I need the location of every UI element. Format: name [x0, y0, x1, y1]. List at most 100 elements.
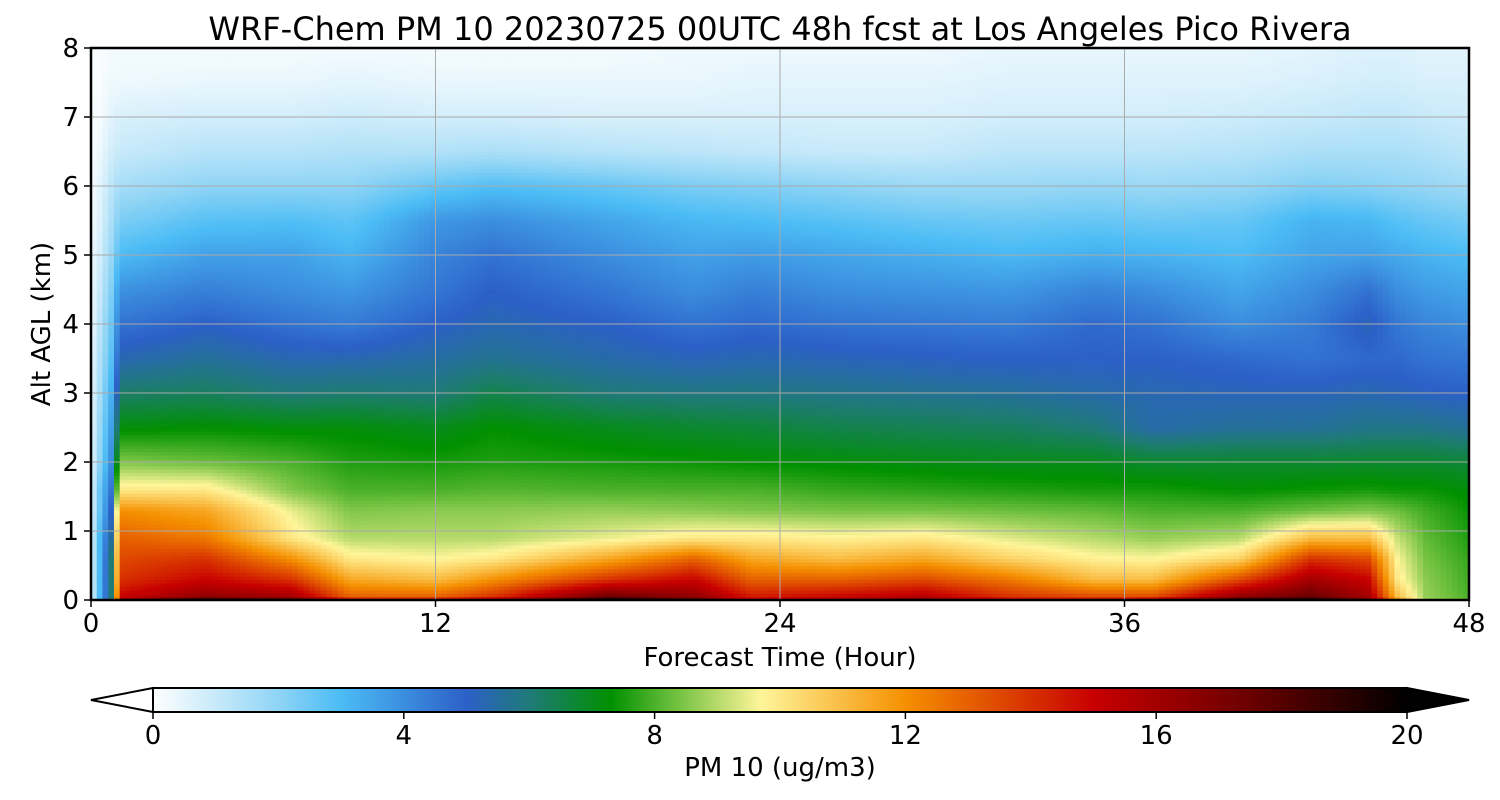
heatmap-cell	[160, 369, 166, 373]
heatmap-cell	[143, 62, 149, 66]
heatmap-cell	[102, 583, 108, 587]
heatmap-cell	[120, 548, 126, 552]
heatmap-cell	[177, 465, 183, 469]
heatmap-cell	[102, 152, 108, 156]
heatmap-cell	[154, 552, 160, 556]
heatmap-cell	[97, 231, 103, 235]
heatmap-cell	[189, 193, 195, 197]
heatmap-cell	[183, 283, 189, 287]
heatmap-cell	[177, 386, 183, 390]
heatmap-cell	[108, 334, 114, 338]
heatmap-cell	[108, 110, 114, 114]
heatmap-cell	[137, 445, 143, 449]
heatmap-cell	[137, 148, 143, 152]
heatmap-cell	[143, 224, 149, 228]
heatmap-cell	[120, 441, 126, 445]
heatmap-cell	[160, 476, 166, 480]
heatmap-cell	[137, 410, 143, 414]
heatmap-cell	[137, 507, 143, 511]
heatmap-cell	[177, 241, 183, 245]
heatmap-cell	[160, 497, 166, 501]
heatmap-cell	[108, 593, 114, 597]
heatmap-cell	[114, 376, 120, 380]
heatmap-cell	[108, 497, 114, 501]
heatmap-cell	[97, 403, 103, 407]
heatmap-cell	[131, 138, 137, 142]
heatmap-cell	[166, 338, 172, 342]
heatmap-cell	[97, 324, 103, 328]
heatmap-cell	[143, 217, 149, 221]
heatmap-cell	[125, 293, 131, 297]
heatmap-cell	[120, 62, 126, 66]
heatmap-cell	[102, 120, 108, 124]
heatmap-cell	[154, 317, 160, 321]
heatmap-cell	[125, 414, 131, 418]
heatmap-cell	[143, 493, 149, 497]
heatmap-cell	[183, 76, 189, 80]
heatmap-cell	[154, 338, 160, 342]
heatmap-cell	[97, 386, 103, 390]
heatmap-cell	[125, 152, 131, 156]
heatmap-cell	[154, 469, 160, 473]
heatmap-cell	[148, 62, 154, 66]
heatmap-cell	[177, 334, 183, 338]
heatmap-cell	[183, 562, 189, 566]
heatmap-cell	[108, 434, 114, 438]
heatmap-cell	[160, 372, 166, 376]
heatmap-cell	[108, 93, 114, 97]
heatmap-cell	[97, 341, 103, 345]
heatmap-cell	[143, 541, 149, 545]
heatmap-cell	[148, 434, 154, 438]
heatmap-cell	[171, 521, 177, 525]
heatmap-cell	[143, 124, 149, 128]
heatmap-cell	[125, 531, 131, 535]
heatmap-cell	[183, 359, 189, 363]
heatmap-cell	[108, 365, 114, 369]
heatmap-cell	[120, 221, 126, 225]
heatmap-cell	[166, 372, 172, 376]
heatmap-cell	[120, 541, 126, 545]
heatmap-cell	[131, 524, 137, 528]
heatmap-cell	[166, 376, 172, 380]
heatmap-cell	[102, 69, 108, 73]
heatmap-cell	[189, 221, 195, 225]
heatmap-cell	[166, 396, 172, 400]
heatmap-cell	[120, 93, 126, 97]
heatmap-cell	[143, 234, 149, 238]
heatmap-cell	[166, 193, 172, 197]
heatmap-cell	[131, 483, 137, 487]
heatmap-cell	[189, 217, 195, 221]
heatmap-cell	[102, 545, 108, 549]
heatmap-cell	[183, 396, 189, 400]
heatmap-cell	[114, 497, 120, 501]
heatmap-cell	[183, 148, 189, 152]
heatmap-cell	[143, 245, 149, 249]
heatmap-cell	[189, 579, 195, 583]
heatmap-cell	[108, 148, 114, 152]
heatmap-cell	[114, 465, 120, 469]
heatmap-cell	[131, 490, 137, 494]
heatmap-cell	[160, 207, 166, 211]
heatmap-cell	[177, 483, 183, 487]
heatmap-cell	[120, 424, 126, 428]
heatmap-cell	[97, 469, 103, 473]
heatmap-cell	[125, 89, 131, 93]
heatmap-cell	[125, 469, 131, 473]
heatmap-cell	[166, 403, 172, 407]
heatmap-cell	[148, 262, 154, 266]
heatmap-cell	[102, 445, 108, 449]
heatmap-cell	[148, 548, 154, 552]
heatmap-cell	[183, 352, 189, 356]
heatmap-cell	[160, 272, 166, 276]
heatmap-cell	[125, 265, 131, 269]
heatmap-cell	[189, 210, 195, 214]
heatmap-cell	[143, 86, 149, 90]
heatmap-cell	[108, 200, 114, 204]
heatmap-cell	[189, 86, 195, 90]
heatmap-cell	[160, 200, 166, 204]
heatmap-cell	[154, 521, 160, 525]
heatmap-cell	[125, 493, 131, 497]
heatmap-cell	[102, 396, 108, 400]
heatmap-cell	[189, 379, 195, 383]
heatmap-cell	[154, 189, 160, 193]
